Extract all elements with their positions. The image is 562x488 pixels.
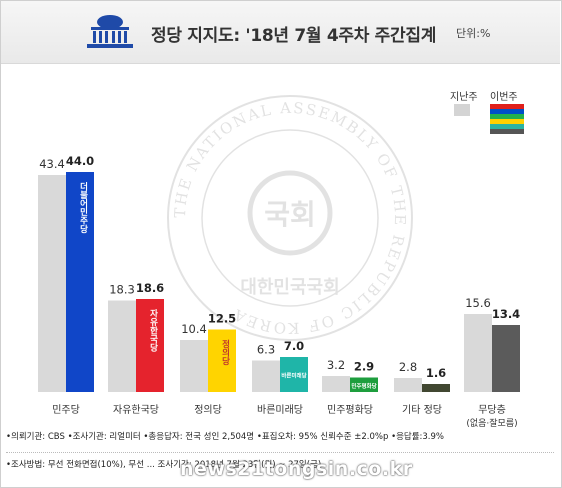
party-logo-text: 민주평화당 xyxy=(351,382,376,390)
legend-stripe xyxy=(490,129,524,134)
category-label: 정의당 xyxy=(194,404,222,416)
data-label-last-week: 18.3 xyxy=(109,283,135,297)
data-label-last-week: 43.4 xyxy=(39,157,65,171)
data-label-this-week: 12.5 xyxy=(208,312,236,326)
news-site-watermark: news21tongsin.co.kr xyxy=(180,458,413,480)
bar-this-week xyxy=(492,325,520,392)
unit-label: 단위:% xyxy=(456,27,491,40)
assembly-seal-watermark: THE NATIONAL ASSEMBLY OF THE REPUBLIC OF… xyxy=(167,95,413,341)
data-label-last-week: 2.8 xyxy=(399,360,417,374)
party-logo-text: 자유한국당 xyxy=(148,308,158,352)
national-assembly-icon xyxy=(87,15,133,48)
bar-last-week xyxy=(464,314,492,392)
legend: 지난주 이번주 xyxy=(450,88,530,138)
legend-this-week-swatch xyxy=(490,104,524,134)
data-label-last-week: 3.2 xyxy=(327,358,345,372)
chart-header: 정당 지지도: '18년 7월 4주차 주간집계 단위:% xyxy=(1,1,560,64)
category-label: 무당층 xyxy=(478,404,506,416)
category-label: 바른미래당 xyxy=(257,404,303,416)
seal-center-text: 국회 xyxy=(264,198,316,231)
party-logo-text: 더불어민주당 xyxy=(78,181,88,234)
survey-note-line-1: •의뢰기관: CBS •조사기관: 리얼미터 •총응답자: 전국 성인 2,50… xyxy=(6,432,444,442)
chart-title: 정당 지지도: '18년 7월 4주차 주간집계 xyxy=(151,26,437,46)
bar-last-week xyxy=(180,340,208,392)
bar-last-week xyxy=(252,360,280,392)
bar-this-week xyxy=(136,299,164,392)
footer-divider xyxy=(6,452,554,453)
data-label-this-week: 7.0 xyxy=(284,339,304,353)
legend-stripe xyxy=(490,114,524,119)
legend-stripe xyxy=(490,104,524,109)
bar-last-week xyxy=(394,378,422,392)
legend-last-week-label: 지난주 xyxy=(450,92,478,103)
category-sublabel: (없음·잘모름) xyxy=(466,417,517,429)
bar-last-week xyxy=(322,376,350,392)
data-label-last-week: 10.4 xyxy=(181,322,207,336)
party-logo-text: 바른미래당 xyxy=(281,372,306,380)
data-label-this-week: 18.6 xyxy=(136,281,164,295)
legend-last-week-swatch xyxy=(454,104,470,116)
bar-this-week xyxy=(350,377,378,392)
party-logo-text: 정의당 xyxy=(220,339,230,366)
data-label-this-week: 44.0 xyxy=(66,154,94,168)
bar-last-week xyxy=(108,300,136,392)
survey-note-line-2: •조사방법: 무선 전화면접(10%), 무선 ... 조사기간: 2018년 … xyxy=(6,460,322,470)
legend-stripe xyxy=(490,119,524,124)
bar-this-week xyxy=(422,384,450,392)
data-label-this-week: 1.6 xyxy=(426,366,446,380)
category-label: 민주당 xyxy=(52,404,80,416)
legend-stripe xyxy=(490,109,524,114)
bar-this-week xyxy=(66,172,94,392)
category-label: 기타 정당 xyxy=(402,404,442,416)
bar-this-week xyxy=(280,357,308,392)
legend-stripe xyxy=(490,124,524,129)
data-label-this-week: 2.9 xyxy=(354,360,374,374)
bar-this-week xyxy=(208,329,236,392)
data-label-last-week: 15.6 xyxy=(465,296,491,310)
bar-last-week xyxy=(38,175,66,392)
legend-this-week-label: 이번주 xyxy=(490,92,518,103)
data-label-last-week: 6.3 xyxy=(257,343,275,357)
category-label: 자유한국당 xyxy=(113,404,159,416)
data-label-this-week: 13.4 xyxy=(492,307,520,321)
category-label: 민주평화당 xyxy=(327,404,373,416)
seal-bottom-text: 대한민국국회 xyxy=(240,277,339,298)
